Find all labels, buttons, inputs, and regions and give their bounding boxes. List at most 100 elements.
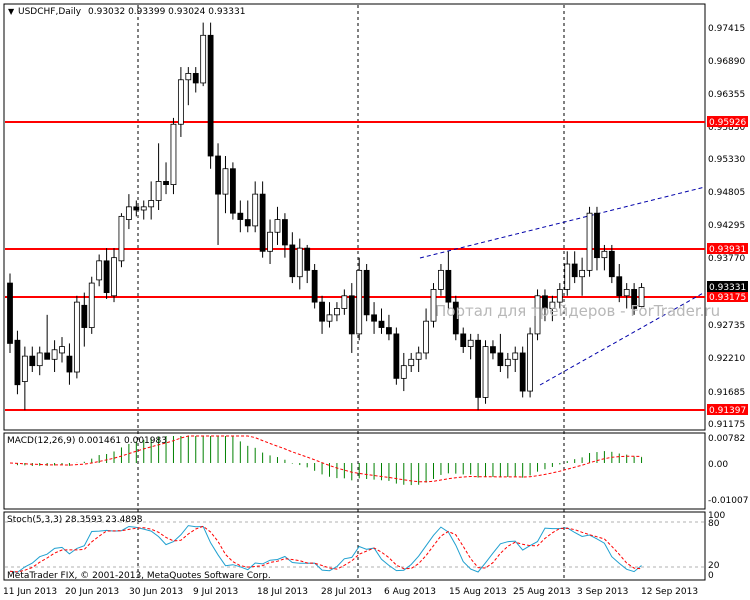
candle-bear xyxy=(542,295,548,309)
candle-bull xyxy=(430,289,437,322)
svg-text:100: 100 xyxy=(708,511,725,521)
candle-bull xyxy=(527,333,533,392)
level-tag: 0.91397 xyxy=(709,406,746,416)
candle-bear xyxy=(7,282,13,344)
candle-bear xyxy=(29,355,36,367)
price-tick: 0.91685 xyxy=(708,388,745,398)
date-tick: 20 Jun 2013 xyxy=(65,587,119,597)
candle-bull xyxy=(118,215,125,262)
candle-bear xyxy=(445,269,452,303)
candle-bull xyxy=(296,247,303,278)
candle-bull xyxy=(267,231,273,252)
candle-bear xyxy=(363,269,370,316)
candle-bull xyxy=(556,289,563,303)
candle-bull xyxy=(274,219,281,233)
price-tick: 0.96890 xyxy=(708,57,745,67)
date-tick: 30 Jun 2013 xyxy=(129,587,183,597)
candle-bull xyxy=(96,260,103,281)
svg-text:80: 80 xyxy=(708,519,720,529)
candle-bear xyxy=(133,206,140,211)
watermark: Портал для трейдеров - ForTrader.ru xyxy=(435,302,720,320)
candle-bull xyxy=(534,295,541,335)
candle-bull xyxy=(252,193,259,227)
copyright-text: MetaTrader FIX, © 2001-2013, MetaQuotes … xyxy=(7,571,271,581)
price-tick: 0.92735 xyxy=(708,321,745,331)
candle-bull xyxy=(125,206,132,220)
svg-text:20: 20 xyxy=(708,561,720,571)
candle-bear xyxy=(215,155,221,195)
date-tick: 15 Aug 2013 xyxy=(449,587,507,597)
price-tick: 0.94805 xyxy=(708,188,745,198)
candle-bear xyxy=(14,339,21,386)
price-panel[interactable] xyxy=(3,3,706,431)
symbol-label: USDCHF,Daily xyxy=(18,7,82,17)
trend-channel[interactable] xyxy=(419,186,706,386)
candle-bull xyxy=(586,212,593,271)
candle-bear xyxy=(571,263,578,278)
candle-bear xyxy=(289,244,296,278)
stoch-panel[interactable] xyxy=(3,511,706,581)
candle-bull xyxy=(155,181,162,201)
candle-bear xyxy=(371,314,377,322)
ohlc-values: 0.93032 0.93399 0.93024 0.93331 xyxy=(88,7,245,17)
candle-bull xyxy=(177,79,184,125)
candle-bull xyxy=(467,339,474,348)
candle-bear xyxy=(304,247,311,271)
candle-bear xyxy=(66,355,73,373)
candle-bull xyxy=(140,206,147,211)
macd-axis: 0.00782 0.00 -0.01007 xyxy=(708,434,748,506)
trend-line-lower xyxy=(539,291,706,386)
candle-bull xyxy=(334,308,340,316)
candle-bull xyxy=(415,352,422,360)
candle-bull xyxy=(51,349,58,360)
date-tick: 18 Jul 2013 xyxy=(257,587,308,597)
candle-bull xyxy=(88,282,95,328)
macd-panel[interactable] xyxy=(3,432,706,510)
candle-bull xyxy=(170,123,177,186)
candle-bull xyxy=(185,73,192,81)
date-tick: 11 Jun 2013 xyxy=(3,587,57,597)
candle-bear xyxy=(616,276,623,297)
price-tick: 0.93770 xyxy=(708,254,745,264)
candle-bear xyxy=(311,269,318,303)
candle-bear xyxy=(475,339,481,398)
candle-bear xyxy=(608,250,615,278)
svg-text:-0.01007: -0.01007 xyxy=(708,496,748,506)
candle-bear xyxy=(192,73,199,84)
candle-bear xyxy=(244,219,251,227)
svg-text:0.00: 0.00 xyxy=(708,460,728,470)
candlesticks[interactable] xyxy=(7,22,645,411)
chevron-down-icon: ▼ xyxy=(8,7,15,16)
chart-header: ▼ USDCHF,Daily 0.93032 0.93399 0.93024 0… xyxy=(8,7,245,17)
candle-bear xyxy=(163,181,169,186)
svg-text:0: 0 xyxy=(708,571,714,581)
candle-bull xyxy=(111,257,117,297)
date-tick: 12 Sep 2013 xyxy=(641,587,698,597)
candle-bear xyxy=(282,219,288,246)
candle-bull xyxy=(512,352,519,360)
level-tag: 0.93175 xyxy=(709,293,746,303)
stoch-levels xyxy=(5,521,705,568)
price-tick: 0.96355 xyxy=(708,90,745,100)
macd-signal-line xyxy=(9,435,642,483)
candle-bear xyxy=(44,352,51,360)
candle-bull xyxy=(356,269,363,335)
candle-bull xyxy=(400,365,407,379)
candle-bull xyxy=(423,320,429,354)
candle-bull xyxy=(59,346,65,354)
candle-bull xyxy=(222,168,229,195)
stoch-signal-line xyxy=(9,525,642,573)
candle-bull xyxy=(638,287,645,307)
candle-bear xyxy=(81,304,88,328)
price-tick: 0.95830 xyxy=(708,123,745,133)
candle-bear xyxy=(348,295,355,335)
candle-bull xyxy=(601,250,608,259)
price-tick: 0.92210 xyxy=(708,354,745,364)
candle-bull xyxy=(438,269,444,290)
candle-bull xyxy=(21,355,28,382)
candle-bear xyxy=(103,260,110,294)
candle-bear xyxy=(386,327,392,335)
candle-bull xyxy=(564,263,571,290)
price-axis: 0.97415 0.96890 0.96355 0.95830 0.95330 … xyxy=(708,24,745,430)
